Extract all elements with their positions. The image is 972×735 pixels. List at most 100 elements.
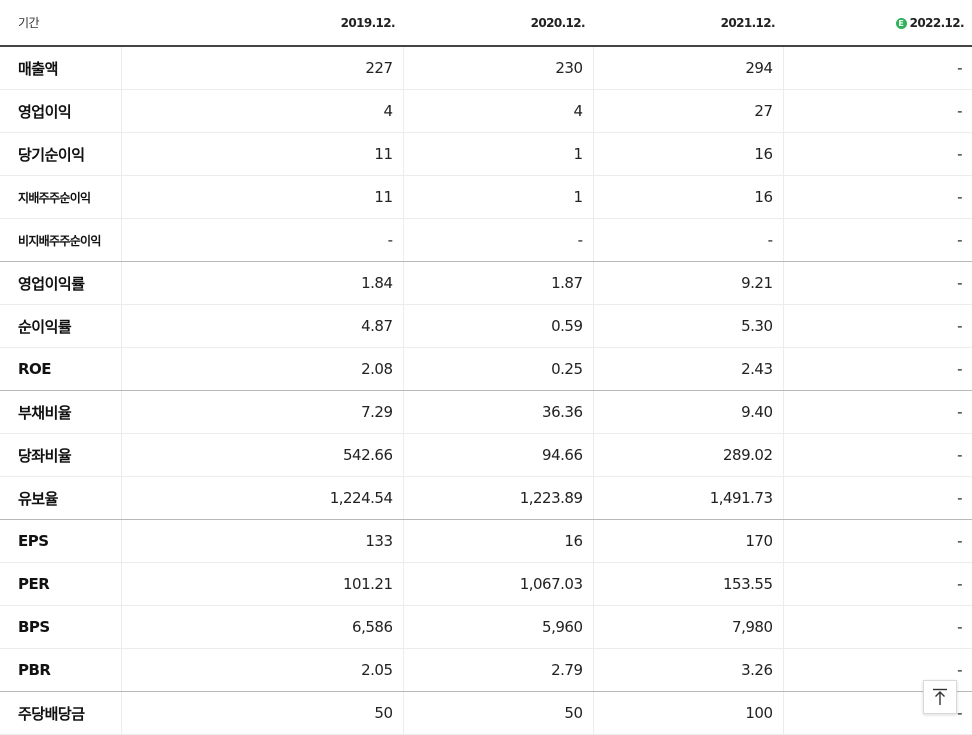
table-row-bps: BPS 6,586 5,960 7,980 - — [0, 605, 972, 649]
table-cell: - — [782, 89, 972, 133]
year-header-2020: 2020.12. — [403, 0, 593, 47]
table-cell: 3.26 — [592, 648, 783, 692]
table-cell: 542.66 — [120, 433, 403, 477]
table-cell: - — [782, 132, 972, 176]
table-header-row: 기간 2019.12. 2020.12. 2021.12. E 2022.12. — [0, 0, 972, 47]
arrow-up-to-line-icon — [933, 688, 947, 705]
row-label: 당좌비율 — [0, 433, 121, 477]
row-label: 비지배주주순이익 — [0, 218, 121, 262]
scroll-to-top-button[interactable] — [923, 680, 957, 714]
table-cell: 4 — [120, 89, 403, 133]
table-cell: 7.29 — [120, 390, 403, 434]
table-cell: - — [782, 519, 972, 563]
row-label: 매출액 — [0, 46, 121, 90]
row-label: 부채비율 — [0, 390, 121, 434]
table-cell: 11 — [120, 132, 403, 176]
table-cell: 36.36 — [402, 390, 593, 434]
table-row-quick-ratio: 당좌비율 542.66 94.66 289.02 - — [0, 433, 972, 477]
table-cell: - — [120, 218, 403, 262]
table-cell: - — [782, 476, 972, 520]
table-cell: 5,960 — [402, 605, 593, 649]
table-row-pbr: PBR 2.05 2.79 3.26 - — [0, 648, 972, 692]
table-cell: 1.87 — [402, 261, 593, 305]
table-row-reserve-ratio: 유보율 1,224.54 1,223.89 1,491.73 - — [0, 476, 972, 520]
estimate-badge-icon: E — [895, 17, 907, 29]
table-cell: - — [782, 261, 972, 305]
table-cell: 1,224.54 — [120, 476, 403, 520]
table-cell: 4 — [402, 89, 593, 133]
table-cell: 1,223.89 — [402, 476, 593, 520]
table-cell: - — [402, 218, 593, 262]
row-label: ROE — [0, 347, 121, 391]
table-cell: 1 — [402, 132, 593, 176]
row-label: 지배주주순이익 — [0, 175, 121, 219]
year-header-2022-estimate: E 2022.12. — [783, 0, 972, 47]
table-cell: 2.05 — [120, 648, 403, 692]
row-label: 영업이익 — [0, 89, 121, 133]
table-cell: 170 — [592, 519, 783, 563]
row-label: PBR — [0, 648, 121, 692]
table-cell: - — [782, 605, 972, 649]
table-cell: 50 — [120, 691, 403, 735]
table-cell: - — [782, 433, 972, 477]
row-label: 유보율 — [0, 476, 121, 520]
year-header-2021: 2021.12. — [593, 0, 783, 47]
table-cell: 289.02 — [592, 433, 783, 477]
table-cell: 94.66 — [402, 433, 593, 477]
table-cell: 50 — [402, 691, 593, 735]
table-cell: 1,491.73 — [592, 476, 783, 520]
table-cell: - — [782, 390, 972, 434]
table-cell: - — [782, 218, 972, 262]
table-row-operating-margin: 영업이익률 1.84 1.87 9.21 - — [0, 261, 972, 305]
table-row-roe: ROE 2.08 0.25 2.43 - — [0, 347, 972, 391]
table-row-net-income: 당기순이익 11 1 16 - — [0, 132, 972, 176]
table-cell: 16 — [592, 132, 783, 176]
table-cell: 27 — [592, 89, 783, 133]
row-label: BPS — [0, 605, 121, 649]
period-header: 기간 — [0, 0, 121, 47]
table-cell: 1.84 — [120, 261, 403, 305]
table-row-revenue: 매출액 227 230 294 - — [0, 46, 972, 90]
table-row-noncontrolling-net-income: 비지배주주순이익 - - - - — [0, 218, 972, 262]
table-row-dividend-per-share: 주당배당금 50 50 100 - — [0, 691, 972, 735]
table-cell: 5.30 — [592, 304, 783, 348]
table-cell: 0.59 — [402, 304, 593, 348]
table-cell: 11 — [120, 175, 403, 219]
table-row-controlling-net-income: 지배주주순이익 11 1 16 - — [0, 175, 972, 219]
table-row-debt-ratio: 부채비율 7.29 36.36 9.40 - — [0, 390, 972, 434]
table-cell: 230 — [402, 46, 593, 90]
table-cell: 101.21 — [120, 562, 403, 606]
table-cell: - — [782, 304, 972, 348]
row-label: 당기순이익 — [0, 132, 121, 176]
year-header-2022-label: 2022.12. — [909, 15, 965, 30]
table-cell: 9.40 — [592, 390, 783, 434]
table-cell: 7,980 — [592, 605, 783, 649]
table-cell: - — [782, 562, 972, 606]
table-cell: 9.21 — [592, 261, 783, 305]
table-cell: 1,067.03 — [402, 562, 593, 606]
table-cell: 100 — [592, 691, 783, 735]
row-label: 주당배당금 — [0, 691, 121, 735]
table-cell: 153.55 — [592, 562, 783, 606]
table-cell: 16 — [402, 519, 593, 563]
table-cell: 16 — [592, 175, 783, 219]
table-cell: - — [782, 46, 972, 90]
table-row-operating-profit: 영업이익 4 4 27 - — [0, 89, 972, 133]
table-cell: 1 — [402, 175, 593, 219]
table-cell: 6,586 — [120, 605, 403, 649]
table-cell: 4.87 — [120, 304, 403, 348]
table-cell: 227 — [120, 46, 403, 90]
table-cell: - — [782, 347, 972, 391]
table-row-eps: EPS 133 16 170 - — [0, 519, 972, 563]
table-cell: 2.43 — [592, 347, 783, 391]
row-label: PER — [0, 562, 121, 606]
table-cell: - — [782, 175, 972, 219]
table-cell: 133 — [120, 519, 403, 563]
row-label: EPS — [0, 519, 121, 563]
row-label: 영업이익률 — [0, 261, 121, 305]
table-cell: 2.79 — [402, 648, 593, 692]
table-cell: 0.25 — [402, 347, 593, 391]
table-cell: - — [592, 218, 783, 262]
table-cell: 2.08 — [120, 347, 403, 391]
